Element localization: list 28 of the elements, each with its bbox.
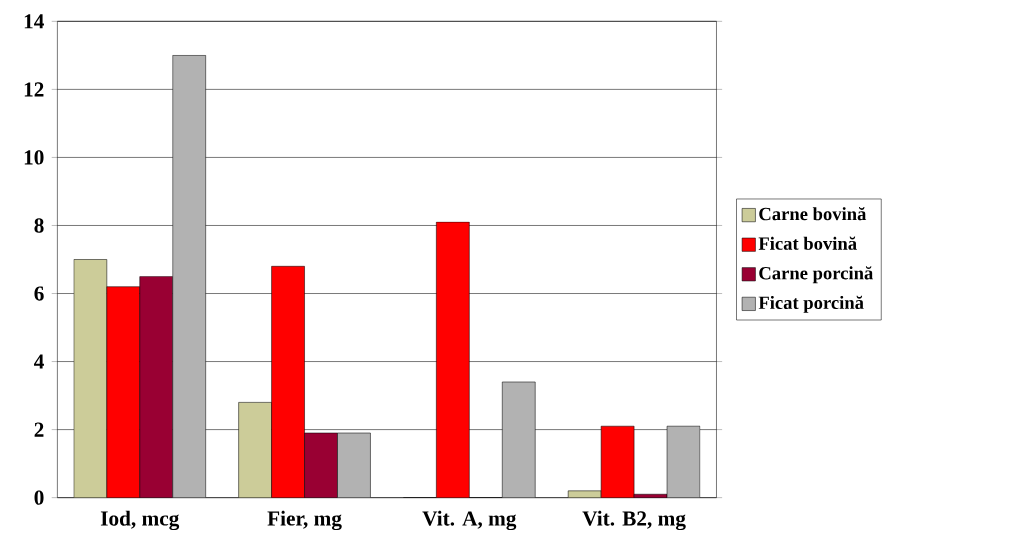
bar — [436, 221, 470, 498]
bar — [238, 402, 272, 498]
bar — [139, 276, 173, 498]
bar — [337, 432, 371, 498]
bar — [172, 55, 206, 498]
legend-label: Ficat bovină — [758, 236, 857, 250]
y-tick-label: 4 — [34, 354, 44, 369]
bar — [502, 381, 536, 498]
legend-label: Carne porcină — [759, 266, 874, 284]
y-tick-label: 10 — [24, 150, 44, 165]
y-tick-label: 6 — [34, 286, 44, 301]
bar — [666, 425, 701, 498]
y-tick-label: 8 — [34, 218, 44, 233]
legend-label: Carne bovină — [759, 206, 867, 221]
x-tick-label: Fier, mg — [267, 510, 342, 531]
y-tick-label: 14 — [24, 14, 44, 29]
x-tick-label: Vit. B2, mg — [582, 510, 686, 531]
y-tick-label: 2 — [34, 422, 44, 437]
bar — [304, 432, 338, 498]
x-tick-label: Vit. A, mg — [422, 510, 517, 531]
x-tick-label: Iod, mcg — [100, 510, 180, 531]
bar — [73, 259, 108, 498]
legend-label: Ficat porcină — [758, 295, 864, 313]
bar — [106, 286, 141, 498]
y-tick-label: 12 — [24, 82, 44, 97]
y-tick-label: 0 — [34, 490, 44, 505]
bar — [600, 425, 635, 498]
bar — [271, 266, 305, 498]
